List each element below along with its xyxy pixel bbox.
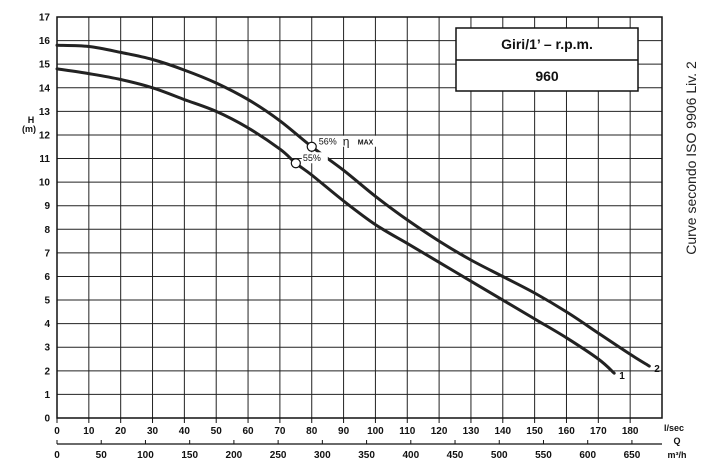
rpm-box: Giri/1’ – r.p.m. 960	[455, 27, 639, 92]
x-lsec-tick-label: 130	[463, 426, 480, 437]
x-lsec-tick-label: 40	[179, 426, 191, 437]
y-tick-label: 17	[39, 13, 51, 24]
y-axis-label-unit: (m)	[22, 124, 36, 134]
x-m3h-tick-label: 200	[226, 450, 243, 461]
y-tick-label: 13	[39, 107, 51, 118]
x-lsec-tick-label: 0	[54, 426, 60, 437]
x-m3h-tick-label: 650	[624, 450, 641, 461]
y-tick-label: 11	[39, 154, 50, 165]
curves: 12	[55, 43, 660, 382]
x-lsec-tick-label: 80	[306, 426, 318, 437]
x-m3h-tick-label: 400	[402, 450, 419, 461]
x-lsec-unit-label: l/sec	[664, 423, 684, 433]
y-tick-label: 2	[44, 366, 50, 377]
x-lsec-tick-label: 70	[274, 426, 286, 437]
eta-symbol: η	[343, 135, 350, 149]
x-lsec-tick-label: 150	[526, 426, 543, 437]
x-m3h-tick-label: 100	[137, 450, 154, 461]
x-lsec-tick-label: 160	[558, 426, 575, 437]
x-lsec-tick-label: 110	[399, 426, 416, 437]
y-tick-label: 5	[44, 296, 50, 307]
curve-series-2	[55, 43, 651, 368]
x-m3h-tick-label: 550	[535, 450, 552, 461]
curve-label-2: 2	[654, 364, 660, 375]
efficiency-label: 56%	[319, 137, 337, 147]
curve-series-1	[55, 67, 616, 375]
rpm-box-header: Giri/1’ – r.p.m.	[501, 36, 593, 52]
y-tick-label: 15	[39, 60, 51, 71]
efficiency-point-marker	[290, 158, 301, 169]
x-m3h-tick-label: 350	[358, 450, 375, 461]
efficiency-annotations: 56% η MAX 55%	[290, 135, 390, 169]
x-m3h-tick-label: 450	[447, 450, 464, 461]
x-lsec-tick-label: 90	[338, 426, 350, 437]
x-m3h-tick-label: 600	[579, 450, 596, 461]
y-tick-label: 6	[44, 272, 50, 283]
x-lsec-tick-label: 140	[494, 426, 511, 437]
y-tick-label: 8	[44, 225, 50, 236]
side-note: Curve secondo ISO 9906 Liv. 2	[683, 61, 699, 255]
curve-label-1: 1	[619, 371, 625, 382]
y-tick-label: 7	[44, 248, 50, 259]
y-axis-label-h: H	[28, 115, 35, 125]
x-lsec-tick-labels: 0 10 20 30 40 50 60 70 80 90 100 110 120 130 140 150 160…	[54, 418, 639, 437]
x-lsec-tick-label: 30	[147, 426, 159, 437]
efficiency-label-bg	[301, 152, 328, 164]
x-lsec-tick-label: 100	[367, 426, 384, 437]
x-m3h-tick-label: 250	[270, 450, 287, 461]
efficiency-label: 55%	[303, 153, 321, 163]
x-lsec-tick-label: 170	[590, 426, 607, 437]
efficiency-label-bg	[317, 135, 390, 147]
plot-frame	[56, 16, 663, 419]
x-m3h-tick-label: 50	[96, 450, 108, 461]
x-m3h-tick-label: 150	[181, 450, 198, 461]
eta-max-label: MAX	[358, 140, 374, 147]
x-m3h-tick-labels: 0 50 100 150 200 250 300 350 400 450 500 550 600 650	[54, 440, 662, 461]
y-tick-label: 0	[44, 414, 50, 425]
x-m3h-tick-label: 300	[314, 450, 331, 461]
x-m3h-unit-label: m³/h	[668, 450, 687, 460]
rpm-box-value: 960	[535, 68, 559, 84]
x-lsec-tick-label: 60	[242, 426, 254, 437]
y-tick-label: 10	[39, 178, 51, 189]
x-m3h-tick-label: 500	[491, 450, 508, 461]
x-m3h-tick-label: 0	[54, 450, 60, 461]
x-lsec-tick-label: 20	[115, 426, 127, 437]
y-tick-label: 12	[39, 130, 51, 141]
x-lsec-tick-label: 10	[83, 426, 95, 437]
x-lsec-tick-label: 180	[622, 426, 639, 437]
efficiency-point-marker	[306, 141, 317, 152]
x-lsec-tick-label: 120	[431, 426, 448, 437]
y-tick-label: 14	[39, 83, 51, 94]
y-tick-label: 3	[44, 343, 50, 354]
q-label: Q	[673, 436, 680, 446]
y-tick-label: 4	[44, 319, 50, 330]
y-tick-label: 16	[39, 36, 51, 47]
x-lsec-tick-label: 50	[211, 426, 223, 437]
y-tick-label: 9	[44, 201, 50, 212]
y-tick-label: 1	[44, 390, 50, 401]
